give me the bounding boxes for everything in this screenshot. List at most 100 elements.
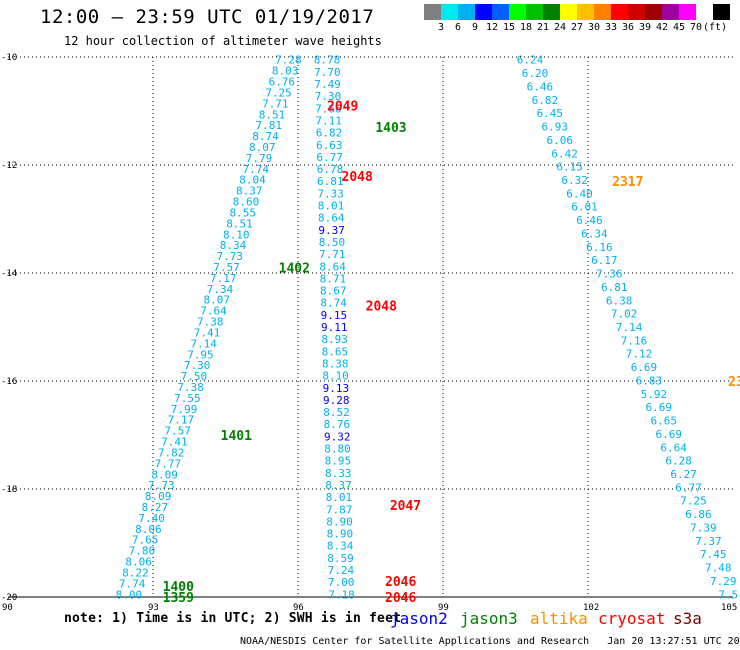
lat-tick-label: -16 (1, 377, 17, 387)
lon-tick-label: 102 (583, 603, 599, 613)
swh-value-label: 7.38 (197, 316, 224, 329)
swh-value-label: 6.69 (646, 401, 673, 414)
swh-value-label: 7.14 (190, 337, 217, 350)
swh-value-label: 7.73 (148, 479, 175, 492)
swh-value-label: 8.74 (320, 297, 347, 310)
swh-value-label: 6.40 (566, 187, 593, 200)
pass-time-label: 231 (728, 375, 740, 390)
swh-value-label: 7.71 (262, 97, 289, 110)
pass-time-label: 1359 (163, 591, 194, 606)
swh-value-label: 7.50 (181, 370, 208, 383)
swh-value-label: 7.80 (129, 545, 156, 558)
page-subtitle: 12 hour collection of altimeter wave hei… (64, 34, 382, 48)
swh-value-label: 6.38 (606, 294, 633, 307)
swh-value-label: 8.74 (252, 130, 279, 143)
legend-label: 18 (519, 22, 533, 33)
swh-value-label: 7.55 (174, 392, 201, 405)
swh-value-label: 7.5 (718, 588, 738, 601)
legend-swatch (543, 4, 560, 20)
footer-note: note: 1) Time is in UTC; 2) SWH is in fe… (64, 611, 402, 626)
swh-value-label: 7.65 (132, 534, 159, 547)
swh-value-label: 9.32 (324, 430, 351, 443)
swh-value-label: 7.64 (200, 305, 227, 318)
swh-value-label: 7.99 (171, 403, 198, 416)
legend-label: 42 (655, 22, 669, 33)
swh-value-label: 8.37 (325, 479, 352, 492)
swh-value-label: 9.28 (323, 394, 350, 407)
pass-time-label: 1401 (221, 429, 252, 444)
swh-value-label: 8.90 (327, 528, 354, 541)
legend-label: 45 (672, 22, 686, 33)
swh-value-label: 6.46 (576, 214, 603, 227)
lon-tick-label: 96 (293, 603, 304, 613)
legend-swatch (526, 4, 543, 20)
legend-swatch (577, 4, 594, 20)
pass-time-label: 2317 (612, 175, 643, 190)
lat-tick-label: -18 (1, 485, 17, 495)
swh-value-label: 9.13 (323, 382, 350, 395)
swh-value-label: 6.65 (651, 415, 678, 428)
swh-value-label: 7.82 (158, 446, 185, 459)
satellite-s3a-label: s3a (673, 609, 702, 628)
swh-value-label: 6.20 (522, 67, 549, 80)
legend-label: 30 (587, 22, 601, 33)
swh-value-label: 7.95 (187, 348, 214, 361)
legend-swatch (713, 4, 730, 20)
legend-label: 21 (536, 22, 550, 33)
swh-value-label: 6.06 (546, 134, 573, 147)
swh-value-label: 6.77 (316, 151, 343, 164)
swh-value-label: 8.67 (320, 285, 347, 298)
legend-label: 27 (570, 22, 584, 33)
swh-value-label: 7.17 (168, 414, 195, 427)
swh-value-label: 7.87 (326, 503, 353, 516)
swh-value-label: 6.01 (571, 201, 598, 214)
swh-value-label: 6.81 (317, 175, 344, 188)
swh-value-label: 8.78 (314, 54, 341, 67)
swh-value-label: 7.28 (275, 54, 302, 67)
swh-value-label: 6.64 (660, 441, 687, 454)
swh-value-label: 8.09 (145, 490, 172, 503)
legend-label: 36 (621, 22, 635, 33)
swh-value-label: 6.77 (675, 481, 702, 494)
legend-swatch (594, 4, 611, 20)
swh-value-label: 6.42 (551, 147, 578, 160)
swh-value-label: 8.64 (318, 212, 345, 225)
legend-swatch (475, 4, 492, 20)
swh-value-label: 8.03 (272, 65, 299, 78)
swh-value-label: 6.86 (685, 508, 712, 521)
pass-time-label: 2046 (385, 575, 416, 590)
pass-time-label: 2048 (366, 299, 397, 314)
swh-value-label: 8.10 (322, 370, 349, 383)
swh-value-label: 8.90 (326, 515, 353, 528)
swh-value-label: 7.79 (246, 152, 273, 165)
swh-value-label: 8.06 (125, 556, 152, 569)
swh-value-label: 8.80 (324, 443, 351, 456)
legend-swatch (509, 4, 526, 20)
swh-value-label: 8.37 (236, 185, 263, 198)
swh-value-label: 7.18 (328, 588, 355, 601)
swh-value-label: 7.74 (119, 577, 146, 590)
lat-tick-label: -10 (1, 53, 17, 63)
swh-value-label: 6.83 (636, 374, 663, 387)
swh-value-label: 6.28 (665, 455, 692, 468)
pass-time-label: 2049 (327, 100, 358, 115)
swh-value-label: 8.51 (226, 217, 253, 230)
swh-value-label: 8.10 (223, 228, 250, 241)
swh-value-label: 6.46 (527, 80, 554, 93)
legend-label: 70 (689, 22, 703, 33)
swh-value-label: 8.95 (325, 455, 352, 468)
satellite-jason3-label: jason3 (460, 609, 518, 628)
swh-value-label: 8.07 (249, 141, 276, 154)
swh-value-label: 8.00 (116, 588, 143, 601)
legend-swatch (611, 4, 628, 20)
swh-value-label: 7.37 (695, 535, 722, 548)
legend-swatch (696, 4, 713, 20)
pass-time-label: 1400 (163, 580, 194, 595)
swh-value-label: 8.51 (259, 108, 286, 121)
swh-value-label: 7.74 (243, 163, 270, 176)
swh-value-label: 7.29 (710, 575, 737, 588)
lon-tick-label: 90 (2, 603, 13, 613)
legend-swatches (424, 4, 730, 20)
swh-value-label: 6.16 (586, 241, 613, 254)
swh-value-label: 8.22 (122, 566, 149, 579)
